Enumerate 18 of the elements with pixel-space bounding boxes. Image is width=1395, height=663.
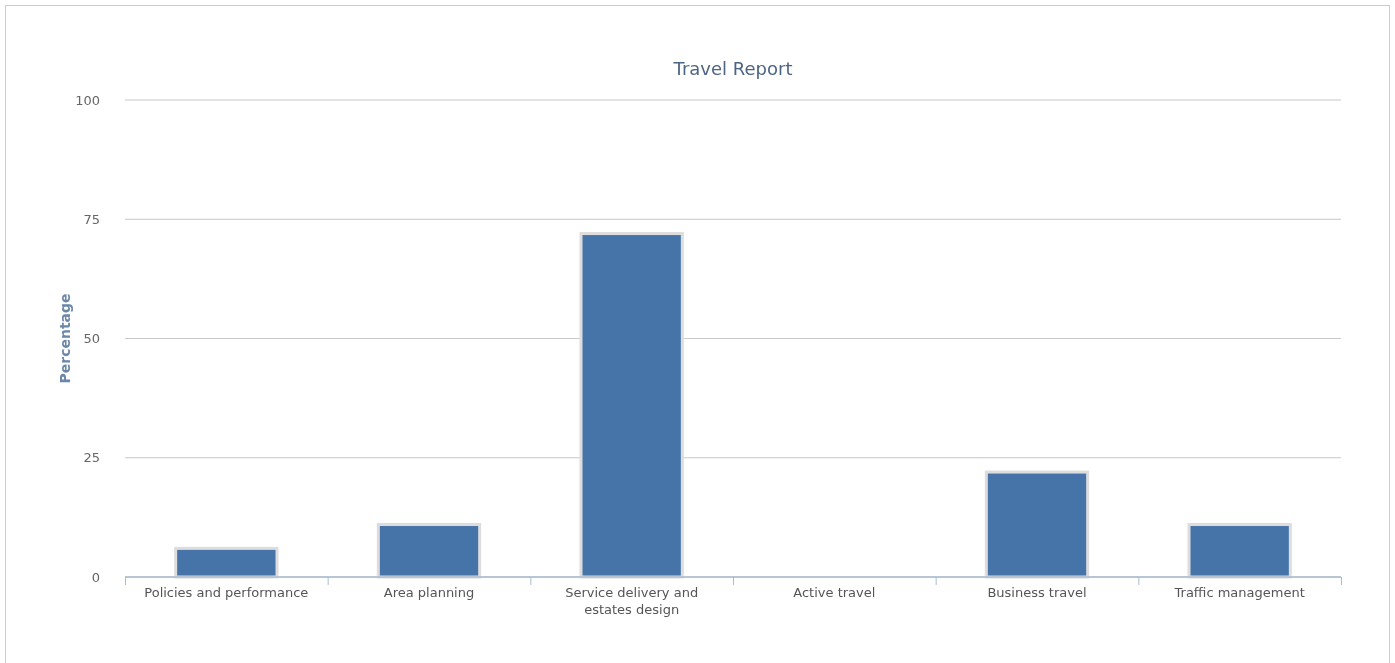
y-axis-title: Percentage <box>57 293 73 384</box>
x-tick-label: Traffic management <box>1173 585 1305 600</box>
bar <box>984 470 1090 579</box>
x-tick-label: Service delivery and estates design <box>565 585 699 617</box>
y-tick-label: 50 <box>83 331 100 347</box>
x-tick-label: Business travel <box>987 585 1087 600</box>
y-tick-label: 75 <box>83 211 100 227</box>
x-tick-label: Active travel <box>793 585 876 600</box>
y-tick-label: 0 <box>91 569 100 585</box>
bar <box>376 523 482 579</box>
x-tick-label: Area planning <box>383 585 475 600</box>
bar <box>1187 523 1292 579</box>
bar <box>579 232 684 579</box>
y-tick-label: 25 <box>83 450 100 466</box>
chart-title: Travel Report <box>672 58 793 79</box>
y-tick-label: 100 <box>75 92 100 108</box>
x-tick-label: Policies and performance <box>144 585 309 600</box>
bar <box>174 546 279 579</box>
